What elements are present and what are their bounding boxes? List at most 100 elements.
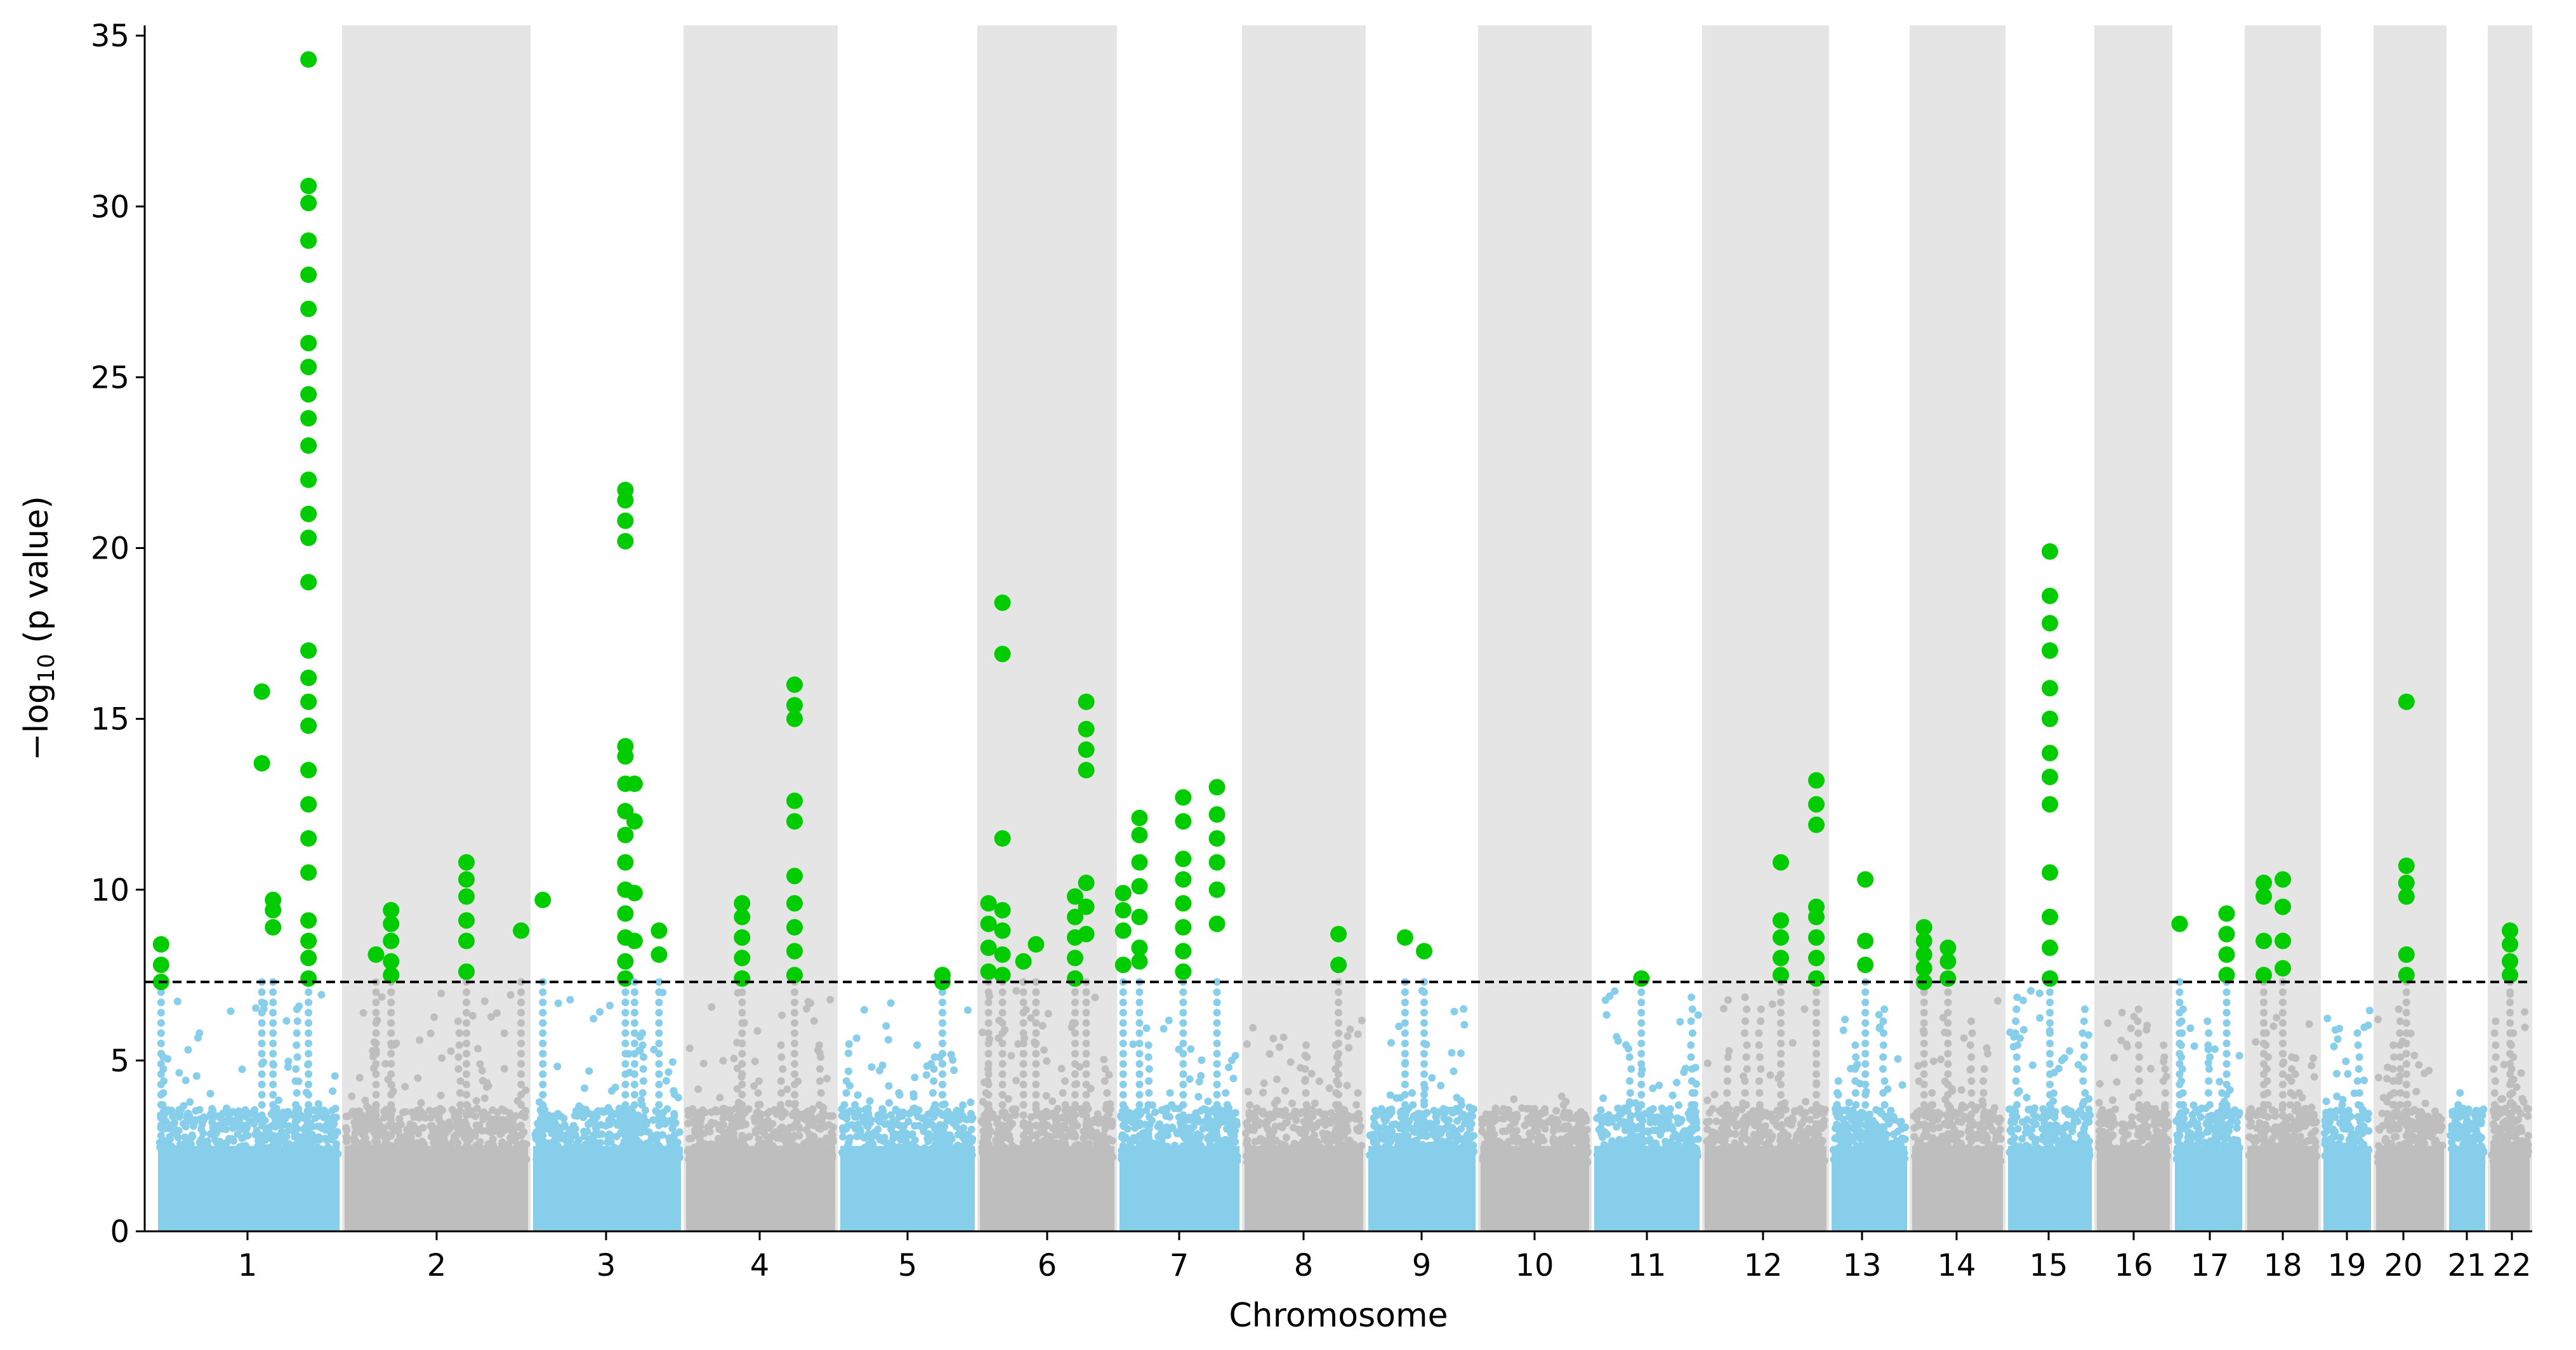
snp-point bbox=[321, 1134, 329, 1142]
snp-point bbox=[166, 1133, 174, 1141]
snp-point bbox=[1845, 1099, 1853, 1107]
snp-point bbox=[1981, 1151, 1989, 1159]
snp-point bbox=[364, 1147, 372, 1155]
snp-point bbox=[800, 1115, 809, 1123]
snp-point bbox=[754, 1101, 762, 1109]
snp-point bbox=[332, 1113, 340, 1122]
snp-point bbox=[1458, 1113, 1466, 1121]
snp-point bbox=[1429, 1148, 1437, 1156]
snp-point bbox=[695, 1141, 703, 1149]
snp-point bbox=[1672, 1078, 1681, 1087]
snp-point bbox=[223, 1104, 230, 1113]
snp-point bbox=[1096, 1135, 1104, 1144]
snp-point bbox=[506, 991, 515, 999]
snp-point bbox=[1957, 1086, 1965, 1094]
snp-point bbox=[1470, 1105, 1477, 1113]
snp-point bbox=[1601, 1128, 1609, 1136]
snp-point bbox=[490, 1125, 498, 1133]
snp-point bbox=[1370, 1114, 1378, 1122]
chromosome-9-points bbox=[1366, 987, 1478, 1231]
snp-point bbox=[1340, 1106, 1349, 1114]
snp-point bbox=[380, 1132, 388, 1141]
snp-point bbox=[250, 1150, 258, 1158]
snp-point bbox=[1720, 1005, 1728, 1012]
snp-point bbox=[287, 1156, 295, 1165]
snp-point bbox=[1273, 1075, 1281, 1083]
snp-point bbox=[1755, 1053, 1764, 1061]
snp-point bbox=[1802, 1097, 1810, 1106]
snp-point bbox=[1901, 1123, 1910, 1132]
snp-point bbox=[842, 1125, 850, 1133]
snp-point bbox=[1802, 1132, 1810, 1141]
snp-point bbox=[959, 1151, 967, 1159]
snp-point bbox=[889, 1152, 897, 1160]
snp-point bbox=[596, 1008, 604, 1016]
snp-point bbox=[1377, 1134, 1385, 1142]
snp-point bbox=[1688, 993, 1696, 1002]
snp-point bbox=[1315, 1119, 1323, 1127]
snp-point bbox=[396, 1145, 404, 1153]
snp-point bbox=[1818, 1137, 1826, 1145]
snp-point bbox=[1984, 1050, 1992, 1058]
snp-point bbox=[435, 1116, 443, 1124]
snp-point bbox=[638, 1101, 646, 1109]
data-points bbox=[155, 987, 2532, 1231]
snp-point bbox=[1059, 1089, 1067, 1097]
snp-point bbox=[1722, 1101, 1731, 1109]
snp-point bbox=[1755, 1113, 1764, 1121]
snp-point bbox=[298, 1141, 306, 1149]
snp-point bbox=[1303, 1113, 1311, 1121]
snp-point bbox=[786, 1152, 794, 1160]
snp-point bbox=[1778, 1151, 1785, 1160]
snp-point bbox=[840, 1101, 849, 1109]
snp-point bbox=[816, 1077, 824, 1085]
snp-point bbox=[1509, 1111, 1517, 1120]
snp-point bbox=[356, 1120, 364, 1128]
snp-point bbox=[469, 1012, 477, 1020]
snp-point bbox=[1144, 1053, 1153, 1061]
snp-point bbox=[1892, 1151, 1900, 1160]
snp-point bbox=[1352, 1101, 1361, 1109]
snp-point bbox=[1204, 1108, 1212, 1116]
snp-point bbox=[650, 1045, 658, 1054]
snp-point bbox=[282, 1017, 291, 1025]
snp-point bbox=[361, 1134, 369, 1142]
snp-point bbox=[454, 1017, 462, 1025]
snp-point bbox=[716, 1094, 724, 1102]
snp-point bbox=[499, 1121, 508, 1129]
snp-point bbox=[1283, 1118, 1291, 1127]
snp-point bbox=[1100, 1077, 1109, 1085]
snp-point bbox=[790, 1158, 798, 1166]
snp-point bbox=[1039, 1119, 1047, 1127]
snp-point bbox=[638, 1029, 647, 1037]
snp-point bbox=[1755, 1077, 1763, 1085]
chromosome-13-points bbox=[1829, 1005, 1910, 1231]
snp-point bbox=[770, 1106, 779, 1114]
snp-point bbox=[1144, 1157, 1152, 1165]
snp-point bbox=[1969, 1154, 1978, 1162]
snp-point bbox=[842, 1089, 850, 1097]
snp-point bbox=[456, 1089, 464, 1097]
snp-point bbox=[352, 1111, 360, 1120]
snp-point bbox=[1839, 1026, 1847, 1035]
snp-point bbox=[179, 1140, 187, 1148]
snp-point bbox=[1894, 1055, 1902, 1063]
snp-point bbox=[223, 1117, 232, 1125]
snp-point bbox=[638, 1152, 646, 1160]
snp-point bbox=[1806, 1116, 1814, 1124]
snp-point bbox=[1196, 1151, 1205, 1159]
snp-point bbox=[1507, 1137, 1516, 1145]
snp-point bbox=[815, 1041, 823, 1049]
snp-point bbox=[1742, 1101, 1750, 1109]
snp-point bbox=[658, 1151, 666, 1160]
snp-point bbox=[1121, 1157, 1130, 1165]
snp-point bbox=[673, 1139, 682, 1146]
snp-point bbox=[1450, 1007, 1458, 1016]
snp-point bbox=[1386, 1091, 1394, 1099]
snp-point bbox=[1428, 1074, 1436, 1082]
snp-point bbox=[1289, 1143, 1297, 1151]
snp-point bbox=[828, 1155, 836, 1163]
snp-point bbox=[1408, 1125, 1416, 1133]
snp-point bbox=[964, 1006, 972, 1014]
snp-point bbox=[826, 996, 835, 1003]
